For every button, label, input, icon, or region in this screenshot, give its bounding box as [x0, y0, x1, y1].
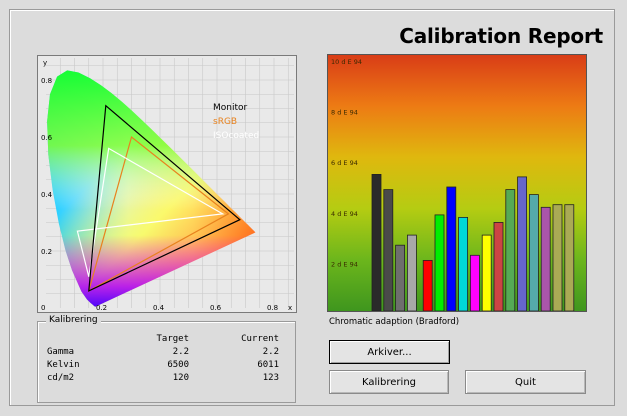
header-current: Current	[241, 333, 279, 344]
bar	[493, 221, 504, 311]
bar	[434, 214, 445, 311]
report-frame	[9, 9, 615, 406]
row-current: 2.2	[262, 346, 279, 357]
y-tick-label: 0.8	[41, 77, 52, 85]
row-label: Gamma	[47, 346, 75, 357]
bar	[446, 186, 457, 311]
calibration-table: Target Current Gamma 2.2 2.2 Kelvin 6500…	[47, 332, 279, 384]
y-tick-label: 0.4	[41, 191, 53, 199]
bar	[481, 234, 492, 311]
row-label: cd/m2	[47, 372, 75, 383]
gamut-monitor	[88, 104, 241, 292]
bar	[458, 216, 469, 311]
bar	[395, 244, 405, 311]
row-label: Kelvin	[47, 359, 80, 370]
row-target: 6500	[167, 359, 189, 370]
gamut-isocoated	[76, 147, 225, 277]
x-tick-label: 0.2	[96, 304, 107, 312]
row-target: 2.2	[172, 346, 189, 357]
row-current: 123	[262, 372, 279, 383]
x-tick-label: 0.6	[210, 304, 222, 312]
cie-legend: Monitor sRGB ISOcoated	[213, 103, 259, 141]
cie-ticks: 0 0.2 0.4 0.6 0.8 0.8 0.6 0.4 0.2 x y	[41, 59, 292, 312]
gamut-srgb	[87, 135, 230, 293]
legend-monitor: Monitor	[213, 103, 248, 113]
bar	[505, 189, 516, 311]
bar	[528, 194, 539, 311]
y-tick-label: 8 d E 94	[331, 109, 358, 117]
bar	[517, 176, 528, 311]
row-current: 6011	[257, 359, 279, 370]
x-tick-label: 0.4	[153, 304, 165, 312]
delta-e-chart: 2 d E 94 4 d E 94 6 d E 94 8 d E 94 10 d E 9…	[327, 54, 587, 312]
x-tick-label: 0.8	[267, 304, 278, 312]
calibrate-button[interactable]: Kalibrering	[329, 370, 449, 394]
bar	[552, 204, 563, 311]
delta-e-bars-svg: 2 d E 94 4 d E 94 6 d E 94 8 d E 94 10 d E 9…	[331, 58, 575, 311]
y-axis-label: y	[43, 59, 47, 67]
bar	[540, 206, 551, 311]
archive-button[interactable]: Arkiver...	[329, 340, 450, 364]
table-row: cd/m2 120 123	[47, 371, 279, 384]
y-tick-label: 10 d E 94	[331, 58, 362, 66]
cie-diagram: 0 0.2 0.4 0.6 0.8 0.8 0.6 0.4 0.2 x y Monitor sRGB…	[37, 55, 297, 313]
header-target: Target	[156, 333, 189, 344]
legend-srgb: sRGB	[213, 117, 237, 127]
row-target: 120	[172, 372, 189, 383]
bar	[407, 234, 417, 311]
bar	[564, 204, 575, 311]
bar	[469, 254, 480, 311]
bar	[422, 259, 433, 311]
y-tick-label: 0.2	[41, 248, 52, 256]
table-row: Kelvin 6500 6011	[47, 358, 279, 371]
table-row: Gamma 2.2 2.2	[47, 345, 279, 358]
y-tick-label: 6 d E 94	[331, 159, 358, 167]
table-header-row: Target Current	[47, 332, 279, 345]
y-tick-label: 0.6	[41, 134, 53, 142]
y-tick-label: 2 d E 94	[331, 260, 358, 268]
calibration-group: Kalibrering Target Current Gamma 2.2 2.2…	[37, 315, 296, 403]
calibration-group-legend: Kalibrering	[46, 315, 101, 325]
page-title: Calibration Report	[399, 24, 603, 48]
gamut-triangles	[76, 104, 241, 293]
bar	[383, 189, 394, 311]
quit-button[interactable]: Quit	[465, 370, 586, 394]
cie-diagram-svg: 0 0.2 0.4 0.6 0.8 0.8 0.6 0.4 0.2 x y Monitor sRGB…	[41, 58, 294, 312]
y-tick-label: 4 d E 94	[331, 210, 358, 218]
legend-isocoated: ISOcoated	[213, 131, 259, 141]
bar	[371, 174, 382, 311]
chart-caption: Chromatic adaption (Bradford)	[329, 317, 460, 327]
x-axis-label: x	[288, 304, 292, 312]
x-tick-label: 0	[41, 304, 45, 312]
